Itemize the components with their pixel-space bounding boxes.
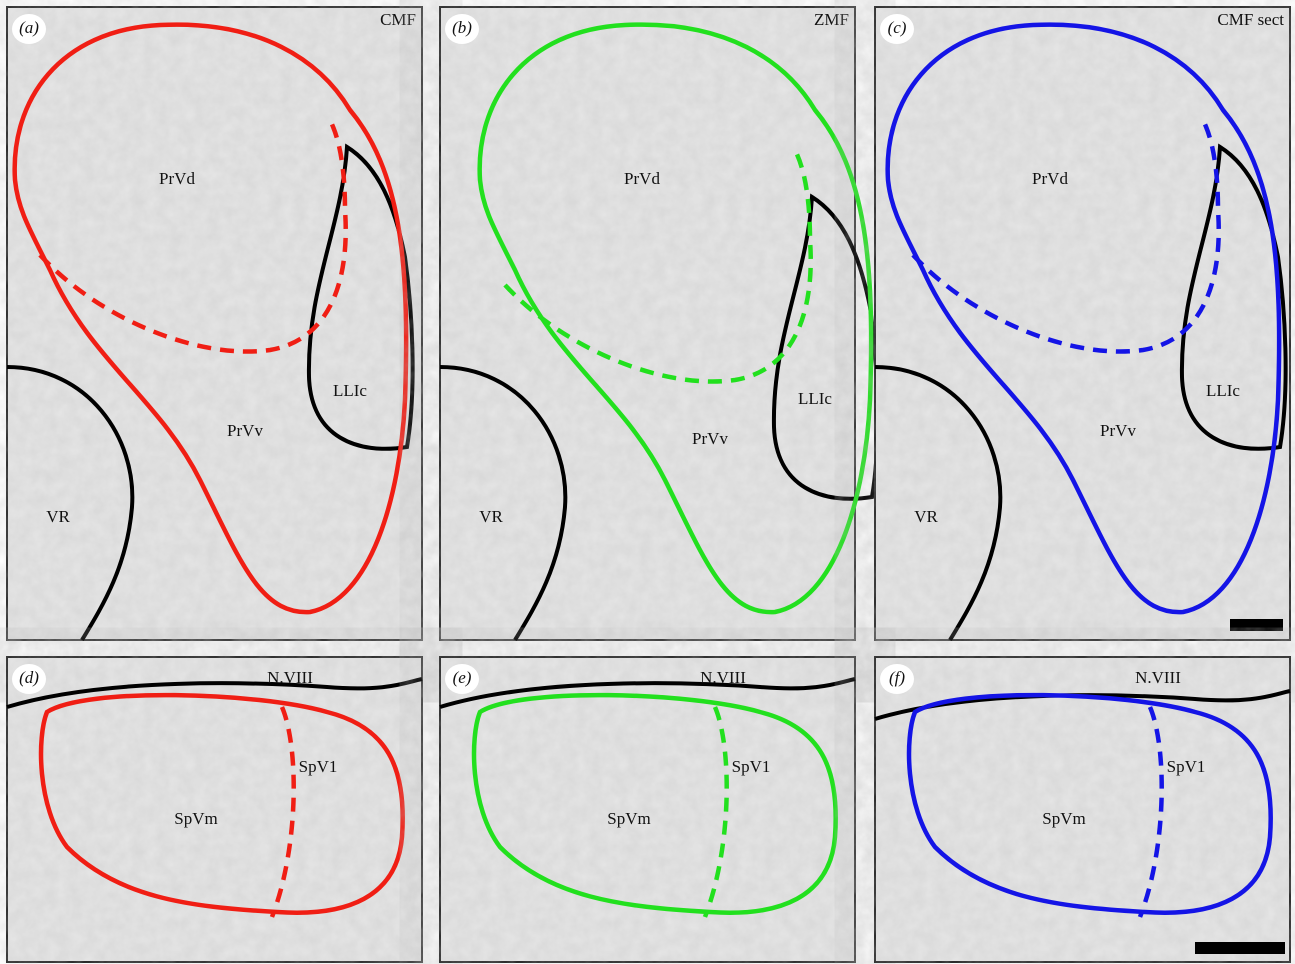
region-label: PrVd	[1032, 169, 1068, 188]
region-label: PrVd	[624, 169, 660, 188]
corner-label: CMF	[380, 10, 416, 29]
corner-label: N.VIII	[1135, 668, 1181, 687]
panel-letter: (e)	[453, 668, 472, 687]
panel: PrVd PrVv LLIc VR (a) CMF	[7, 7, 422, 640]
scale-bar	[1195, 942, 1285, 954]
region-label: PrVv	[227, 421, 263, 440]
panel-letter: (c)	[888, 18, 907, 37]
region-label: SpV1	[299, 757, 338, 776]
corner-label: N.VIII	[267, 668, 313, 687]
panel-letter: (b)	[452, 18, 472, 37]
region-label: PrVv	[692, 429, 728, 448]
texture	[876, 8, 1289, 639]
texture	[441, 8, 854, 639]
region-label: LLIc	[1206, 381, 1240, 400]
corner-label: N.VIII	[700, 668, 746, 687]
figure: PrVd PrVv LLIc VR (a) CMF PrVd PrVv LLIc VR (b) ZMF…	[0, 0, 1295, 964]
panel: SpVm SpV1 (e) N.VIII	[440, 657, 855, 962]
region-label: SpVm	[607, 809, 650, 828]
region-label: VR	[46, 507, 70, 526]
region-label: SpV1	[1167, 757, 1206, 776]
region-label: PrVv	[1100, 421, 1136, 440]
region-label: SpV1	[732, 757, 771, 776]
panel: SpVm SpV1 (d) N.VIII	[7, 657, 422, 962]
panel-letter: (a)	[19, 18, 39, 37]
corner-label: ZMF	[814, 10, 849, 29]
region-label: PrVd	[159, 169, 195, 188]
region-label: LLIc	[333, 381, 367, 400]
panel-letter: (f)	[889, 668, 905, 687]
region-label: LLIc	[798, 389, 832, 408]
region-label: SpVm	[174, 809, 217, 828]
corner-label: CMF sect	[1217, 10, 1284, 29]
region-label: SpVm	[1042, 809, 1085, 828]
texture	[8, 8, 421, 639]
scale-bar	[1230, 619, 1283, 631]
panel: SpVm SpV1 (f) N.VIII	[875, 657, 1290, 962]
panel: PrVd PrVv LLIc VR (c) CMF sect	[875, 7, 1290, 640]
panel: PrVd PrVv LLIc VR (b) ZMF	[440, 7, 878, 640]
region-label: VR	[479, 507, 503, 526]
panel-letter: (d)	[19, 668, 39, 687]
region-label: VR	[914, 507, 938, 526]
